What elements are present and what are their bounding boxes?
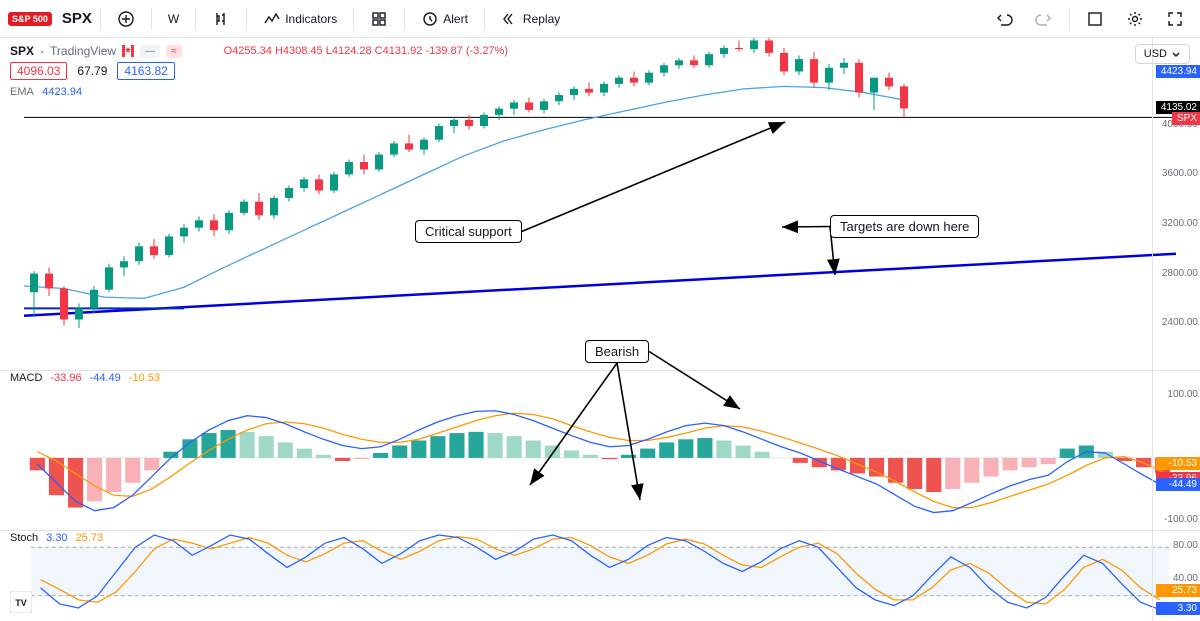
settings-button[interactable]: [1118, 6, 1152, 32]
symbol-legend: SPX · TradingView — ≈ O4255.34 H4308.45 …: [10, 44, 508, 58]
redo-button[interactable]: [1027, 6, 1061, 32]
undo-button[interactable]: [987, 6, 1021, 32]
hide-pill[interactable]: —: [140, 45, 160, 58]
candles-icon: [212, 10, 230, 28]
legend-symbol[interactable]: SPX: [10, 44, 34, 58]
templates-button[interactable]: [362, 6, 396, 32]
plus-icon: [117, 10, 135, 28]
chevron-down-icon: [1171, 49, 1181, 59]
currency-button[interactable]: USD: [1135, 44, 1190, 64]
annotation-box[interactable]: Critical support: [415, 220, 522, 243]
exchange-badge: S&P 500: [8, 12, 52, 26]
ohlc-readout: O4255.34 H4308.45 L4124.28 C4131.92 -139…: [224, 45, 508, 57]
replay-button[interactable]: Replay: [493, 6, 568, 32]
annotation-box[interactable]: Bearish: [585, 340, 649, 363]
ticker-label[interactable]: SPX: [62, 10, 92, 27]
redo-icon: [1035, 10, 1053, 28]
replay-icon: [501, 10, 519, 28]
alert-icon: [421, 10, 439, 28]
macd-legend: MACD -33.96 -44.49 -10.53: [10, 372, 160, 384]
fullscreen-icon: [1166, 10, 1184, 28]
square-icon: [1086, 10, 1104, 28]
approx-pill[interactable]: ≈: [166, 45, 182, 58]
price-chart[interactable]: [0, 38, 1200, 348]
stoch-chart[interactable]: [0, 530, 1200, 612]
svg-text:TV: TV: [15, 598, 27, 608]
grid-icon: [370, 10, 388, 28]
indicators-icon: [263, 10, 281, 28]
fullscreen-button[interactable]: [1158, 6, 1192, 32]
macd-chart[interactable]: [0, 370, 1200, 520]
add-symbol-button[interactable]: [109, 6, 143, 32]
gear-icon: [1126, 10, 1144, 28]
spread-value: 67.79: [77, 64, 107, 78]
chart-style-button[interactable]: [204, 6, 238, 32]
timeframe-button[interactable]: W: [160, 8, 187, 30]
undo-icon: [995, 10, 1013, 28]
ema-legend: EMA 4423.94: [10, 86, 82, 98]
annotation-box[interactable]: Targets are down here: [830, 215, 979, 238]
price-axis[interactable]: 4000.003600.003200.002800.002400.004423.…: [1152, 38, 1200, 621]
bid-box: 4096.03: [10, 62, 67, 80]
indicators-button[interactable]: Indicators: [255, 6, 345, 32]
layout-button[interactable]: [1078, 6, 1112, 32]
stoch-legend: Stoch 3.30 25.73: [10, 532, 103, 544]
flag-icon: [122, 45, 134, 57]
tradingview-logo: TV: [10, 591, 32, 613]
legend-source: TradingView: [50, 44, 116, 58]
ask-box: 4163.82: [117, 62, 174, 80]
toolbar: S&P 500 SPX W Indicators Alert Replay: [0, 0, 1200, 38]
bid-ask-row: 4096.03 67.79 4163.82: [10, 62, 175, 80]
alert-button[interactable]: Alert: [413, 6, 476, 32]
